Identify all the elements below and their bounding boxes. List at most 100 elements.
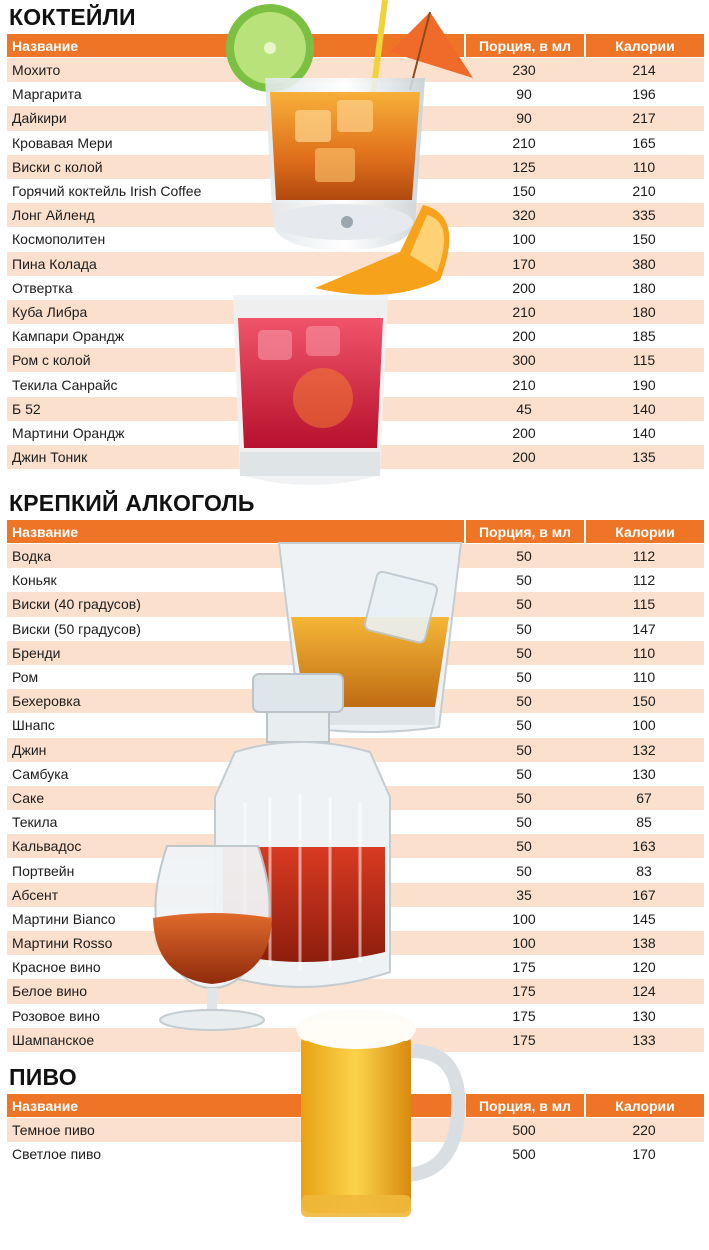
portion-ml: 50 bbox=[464, 664, 584, 690]
calories-value: 220 bbox=[584, 1118, 704, 1143]
calories-value: 135 bbox=[584, 445, 704, 470]
portion-ml: 175 bbox=[464, 1027, 584, 1052]
section-title: КРЕПКИЙ АЛКОГОЛЬ bbox=[9, 490, 255, 516]
calories-value: 140 bbox=[584, 396, 704, 421]
beer-mug-icon bbox=[296, 1009, 466, 1217]
drink-name: Текила Санрайс bbox=[7, 372, 464, 397]
portion-ml: 50 bbox=[464, 834, 584, 859]
calories-value: 132 bbox=[584, 737, 704, 762]
table-header-row: Название Порция, в мл Калории bbox=[7, 520, 704, 544]
calories-value: 170 bbox=[584, 1142, 704, 1167]
portion-ml: 50 bbox=[464, 568, 584, 593]
portion-ml: 50 bbox=[464, 810, 584, 835]
column-header-calories: Калории bbox=[584, 34, 704, 58]
calories-value: 190 bbox=[584, 372, 704, 397]
calories-value: 110 bbox=[584, 664, 704, 690]
calories-value: 196 bbox=[584, 82, 704, 107]
drink-name: Мартини Орандж bbox=[7, 420, 464, 445]
portion-ml: 500 bbox=[464, 1142, 584, 1167]
portion-ml: 320 bbox=[464, 203, 584, 228]
table-row: Мартини Орандж 200 140 bbox=[7, 420, 704, 445]
calories-value: 165 bbox=[584, 130, 704, 155]
portion-ml: 175 bbox=[464, 1003, 584, 1028]
portion-ml: 50 bbox=[464, 713, 584, 738]
calories-value: 83 bbox=[584, 858, 704, 883]
calories-value: 147 bbox=[584, 616, 704, 641]
table-row: Ром с колой 300 115 bbox=[7, 348, 704, 373]
portion-ml: 100 bbox=[464, 931, 584, 956]
drink-name: Джин Тоник bbox=[7, 445, 464, 470]
calories-value: 150 bbox=[584, 689, 704, 714]
portion-ml: 210 bbox=[464, 299, 584, 325]
portion-ml: 50 bbox=[464, 737, 584, 762]
calories-value: 112 bbox=[584, 568, 704, 593]
portion-ml: 50 bbox=[464, 761, 584, 786]
table-row: Пина Колада 170 380 bbox=[7, 251, 704, 276]
calories-value: 145 bbox=[584, 906, 704, 931]
column-header-name: Название bbox=[7, 520, 464, 544]
calories-value: 185 bbox=[584, 324, 704, 349]
portion-ml: 200 bbox=[464, 324, 584, 349]
portion-ml: 50 bbox=[464, 689, 584, 714]
table-row: Джин Тоник 200 135 bbox=[7, 445, 704, 470]
calories-value: 67 bbox=[584, 785, 704, 811]
column-header-calories: Калории bbox=[584, 1094, 704, 1118]
portion-ml: 175 bbox=[464, 955, 584, 980]
portion-ml: 230 bbox=[464, 58, 584, 83]
calories-value: 130 bbox=[584, 761, 704, 786]
calories-value: 110 bbox=[584, 154, 704, 179]
calories-value: 335 bbox=[584, 203, 704, 228]
portion-ml: 175 bbox=[464, 979, 584, 1004]
calories-value: 214 bbox=[584, 58, 704, 83]
portion-ml: 50 bbox=[464, 616, 584, 641]
column-header-calories: Калории bbox=[584, 520, 704, 544]
table-row: Белое вино 175 124 bbox=[7, 979, 704, 1004]
portion-ml: 45 bbox=[464, 396, 584, 421]
calories-value: 124 bbox=[584, 979, 704, 1004]
column-header-portion: Порция, в мл bbox=[464, 1094, 584, 1118]
calories-value: 138 bbox=[584, 931, 704, 956]
calories-value: 130 bbox=[584, 1003, 704, 1028]
drink-name: Б 52 bbox=[7, 396, 464, 421]
portion-ml: 170 bbox=[464, 251, 584, 276]
calories-value: 180 bbox=[584, 299, 704, 325]
calories-value: 120 bbox=[584, 955, 704, 980]
column-header-portion: Порция, в мл bbox=[464, 34, 584, 58]
portion-ml: 200 bbox=[464, 275, 584, 300]
table-row: Лонг Айленд 320 335 bbox=[7, 203, 704, 228]
calories-value: 133 bbox=[584, 1027, 704, 1052]
section-title: КОКТЕЙЛИ bbox=[9, 4, 136, 30]
calories-value: 100 bbox=[584, 713, 704, 738]
drink-name: Белое вино bbox=[7, 979, 464, 1004]
table-row: Ром 50 110 bbox=[7, 664, 704, 690]
calories-value: 163 bbox=[584, 834, 704, 859]
brandy-snifter-icon bbox=[153, 845, 272, 1031]
calories-value: 112 bbox=[584, 544, 704, 569]
calories-value: 167 bbox=[584, 882, 704, 907]
table-row: Б 52 45 140 bbox=[7, 396, 704, 421]
section-title: ПИВО bbox=[9, 1064, 77, 1090]
portion-ml: 200 bbox=[464, 445, 584, 470]
cocktail-glass-icon bbox=[226, 0, 473, 295]
table-row: Текила Санрайс 210 190 bbox=[7, 372, 704, 397]
portion-ml: 500 bbox=[464, 1118, 584, 1143]
portion-ml: 35 bbox=[464, 882, 584, 907]
calories-value: 210 bbox=[584, 178, 704, 204]
portion-ml: 150 bbox=[464, 178, 584, 204]
portion-ml: 90 bbox=[464, 106, 584, 131]
portion-ml: 300 bbox=[464, 348, 584, 373]
portion-ml: 90 bbox=[464, 82, 584, 107]
calories-value: 217 bbox=[584, 106, 704, 131]
portion-ml: 100 bbox=[464, 227, 584, 252]
calories-value: 150 bbox=[584, 227, 704, 252]
calories-value: 115 bbox=[584, 348, 704, 373]
calories-value: 110 bbox=[584, 640, 704, 665]
calories-value: 140 bbox=[584, 420, 704, 445]
calories-value: 180 bbox=[584, 275, 704, 300]
portion-ml: 125 bbox=[464, 154, 584, 179]
portion-ml: 100 bbox=[464, 906, 584, 931]
portion-ml: 50 bbox=[464, 640, 584, 665]
calories-value: 380 bbox=[584, 251, 704, 276]
negroni-glass-icon bbox=[233, 295, 388, 485]
portion-ml: 50 bbox=[464, 544, 584, 569]
